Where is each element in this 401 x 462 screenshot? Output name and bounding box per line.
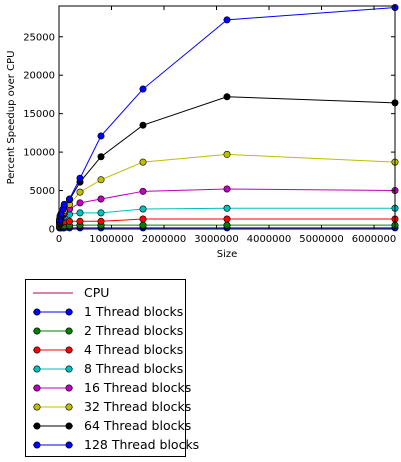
data-point-7-8: [139, 121, 147, 129]
legend-label: 16 Thread blocks: [84, 380, 192, 395]
legend-label: 128 Thread blocks: [84, 437, 200, 452]
legend-item-4: 8 Thread blocks: [26, 359, 185, 378]
data-point-2-8: [139, 221, 147, 229]
legend-item-2: 2 Thread blocks: [26, 321, 185, 340]
legend-item-5: 16 Thread blocks: [26, 378, 191, 397]
data-point-5-7: [97, 195, 105, 203]
legend-swatch: [33, 403, 73, 411]
legend-swatch: [33, 384, 73, 392]
legend-swatch: [33, 308, 73, 316]
chart-legend: CPU 1 Thread blocks 2 Thread blocks 4 Threa…: [25, 279, 199, 457]
data-point-8-8: [139, 85, 147, 93]
chart-marks: [56, 4, 399, 232]
data-point-3-7: [97, 217, 105, 225]
legend-swatch: [33, 292, 73, 294]
legend-item-6: 32 Thread blocks: [26, 397, 191, 416]
series-line-7: [59, 96, 396, 221]
data-point-6-9: [223, 150, 231, 158]
legend-label: 2 Thread blocks: [84, 323, 184, 338]
data-point-7-9: [223, 93, 231, 101]
x-tick-label: 2000000: [142, 234, 187, 245]
x-tick-label: 1000000: [89, 234, 134, 245]
legend-item-7: 64 Thread blocks: [26, 416, 191, 435]
data-point-7-7: [97, 153, 105, 161]
data-point-4-9: [223, 204, 231, 212]
x-tick-label: 4000000: [247, 234, 292, 245]
legend-swatch: [33, 422, 73, 430]
legend-label: 64 Thread blocks: [84, 418, 192, 433]
data-point-6-7: [97, 176, 105, 184]
legend-label: 8 Thread blocks: [84, 361, 184, 376]
data-point-8-4: [60, 200, 68, 208]
y-tick-label: 20000: [23, 71, 55, 82]
data-point-4-7: [97, 209, 105, 217]
data-point-4-8: [139, 205, 147, 213]
legend-label: CPU: [84, 285, 110, 300]
plot-area-frame: [58, 5, 396, 230]
x-axis-label: Size: [217, 249, 238, 260]
y-tick-label: 5000: [30, 186, 55, 197]
data-point-8-7: [97, 132, 105, 140]
y-tick-label: 15000: [23, 109, 55, 120]
data-point-6-8: [139, 158, 147, 166]
x-tick-label: 5000000: [299, 234, 344, 245]
legend-swatch: [33, 327, 73, 335]
legend-label: 1 Thread blocks: [84, 304, 184, 319]
x-tick-label: 3000000: [194, 234, 239, 245]
legend-swatch: [33, 441, 73, 449]
data-point-5-9: [223, 185, 231, 193]
data-point-2-9: [223, 221, 231, 229]
legend-swatch: [33, 365, 73, 373]
legend-label: 4 Thread blocks: [84, 342, 184, 357]
data-point-3-5: [66, 217, 74, 225]
data-point-3-6: [76, 217, 84, 225]
data-point-3-8: [139, 215, 147, 223]
x-tick-label: 6000000: [352, 234, 397, 245]
data-point-8-6: [76, 174, 84, 182]
legend-label: 32 Thread blocks: [84, 399, 192, 414]
legend-swatch: [33, 346, 73, 354]
legend-item-8: 128 Thread blocks: [26, 435, 199, 454]
data-point-5-8: [139, 187, 147, 195]
data-point-3-9: [223, 215, 231, 223]
legend-item-3: 4 Thread blocks: [26, 340, 185, 359]
data-point-5-6: [76, 199, 84, 207]
y-tick-label: 10000: [23, 148, 55, 159]
axis-ticks: 0 1000000 2000000 3000000 4000000 5000000 6000…: [23, 6, 396, 245]
legend-item-1: 1 Thread blocks: [26, 302, 185, 321]
x-tick-label: 0: [56, 234, 62, 245]
data-point-8-5: [66, 195, 74, 203]
y-tick-label: 25000: [23, 32, 55, 43]
y-tick-label: 0: [49, 225, 55, 236]
data-point-8-9: [223, 16, 231, 24]
data-point-6-6: [76, 188, 84, 196]
y-axis-label: Percent Speedup over CPU: [6, 51, 17, 185]
legend-item-0: CPU: [26, 283, 185, 302]
data-point-4-6: [76, 209, 84, 217]
